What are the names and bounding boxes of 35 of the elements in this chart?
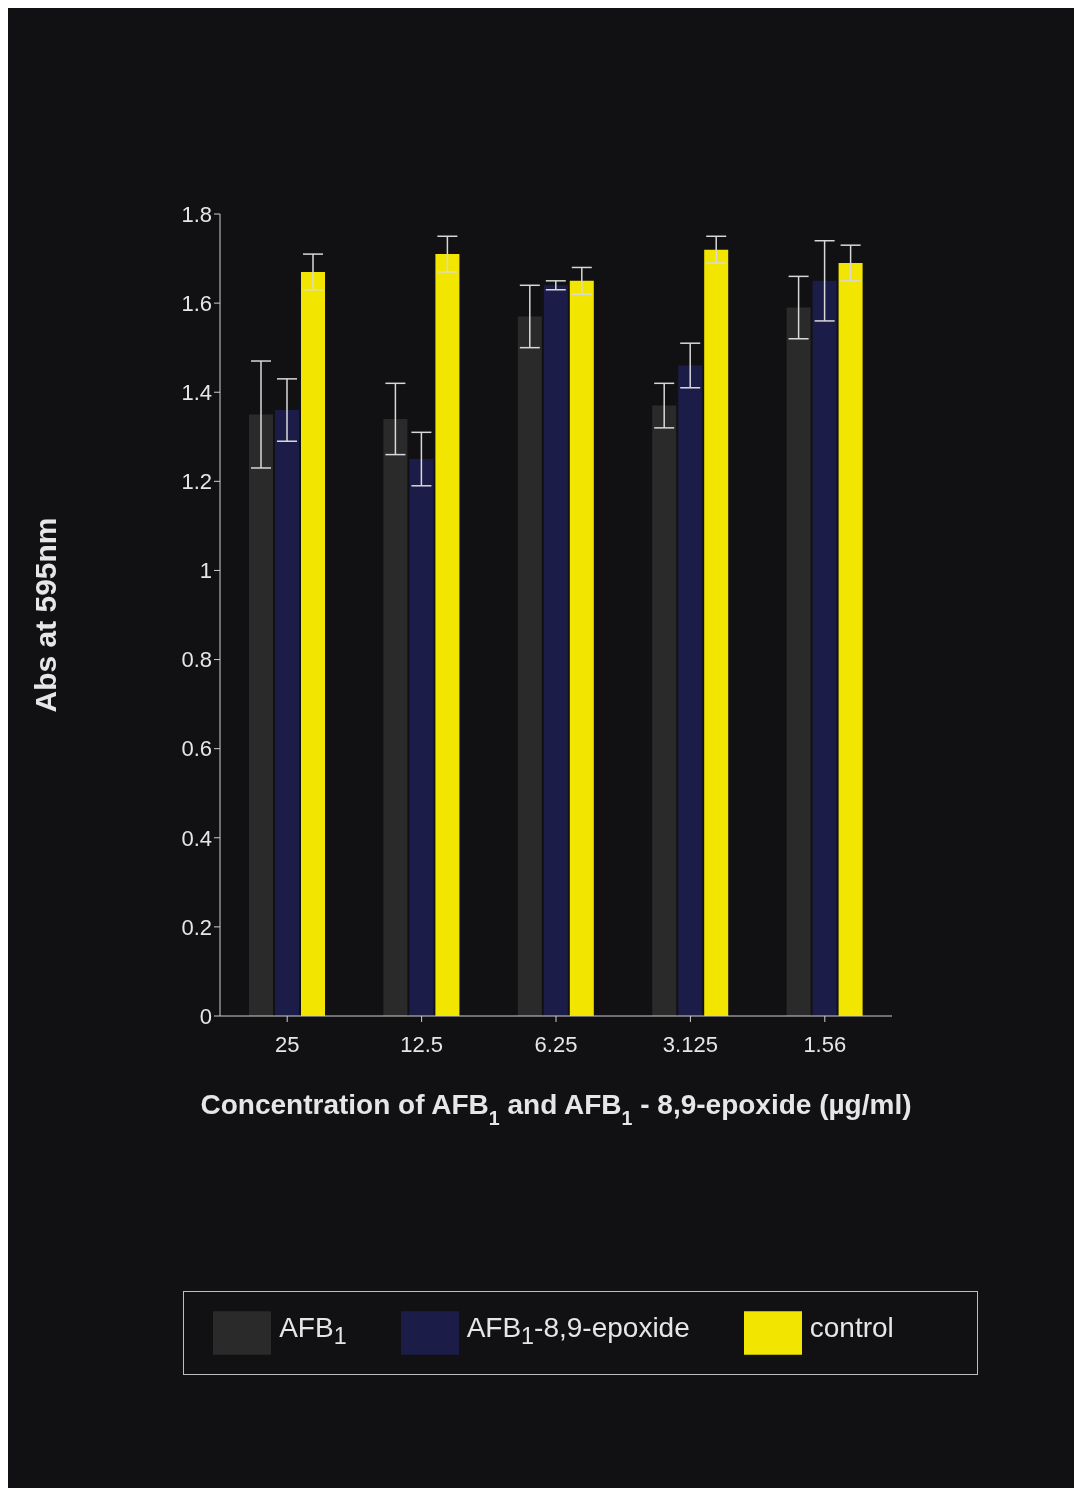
x-tick-label: 6.25 [534,1031,578,1057]
y-tick-label: 0.4 [181,825,212,851]
y-tick-label: 0 [199,1003,212,1029]
y-tick-label: 0.6 [181,736,212,762]
bar [383,418,408,1016]
bar [409,459,434,1016]
bar [786,307,811,1016]
x-tick-label: 3.125 [662,1031,718,1057]
x-tick-label: 25 [274,1031,300,1057]
y-tick-label: 0.8 [181,647,212,673]
y-tick-label: 1 [199,558,212,584]
y-tick-label: 1.2 [181,469,212,495]
y-tick-label: 0.2 [181,914,212,940]
y-tick-label: 1.8 [181,201,212,227]
bar [678,365,703,1016]
bar [517,316,542,1016]
bar [569,280,594,1016]
legend-label: AFB$_{1}$-8,9-epoxide [466,1312,690,1349]
x-tick-label: 12.5 [400,1031,444,1057]
bar [812,280,837,1016]
bar [838,263,863,1016]
bar [543,285,568,1016]
x-axis-title: Concentration of AFB$_{1}$ and AFB$_{1}$ - 8,9-epoxide (µg/ml) [200,1089,912,1129]
legend-label: AFB$_{1}$ [279,1312,347,1349]
bar [704,249,729,1016]
x-tick-label: 1.56 [803,1031,847,1057]
y-tick-label: 1.6 [181,290,212,316]
y-tick-label: 1.4 [181,380,212,406]
bar [275,410,299,1016]
legend-label: control [809,1312,894,1344]
bar [249,414,273,1016]
bar [301,271,325,1016]
y-axis-title: Abs at 595nm [28,517,62,713]
bar [435,254,460,1016]
bar [652,405,677,1016]
